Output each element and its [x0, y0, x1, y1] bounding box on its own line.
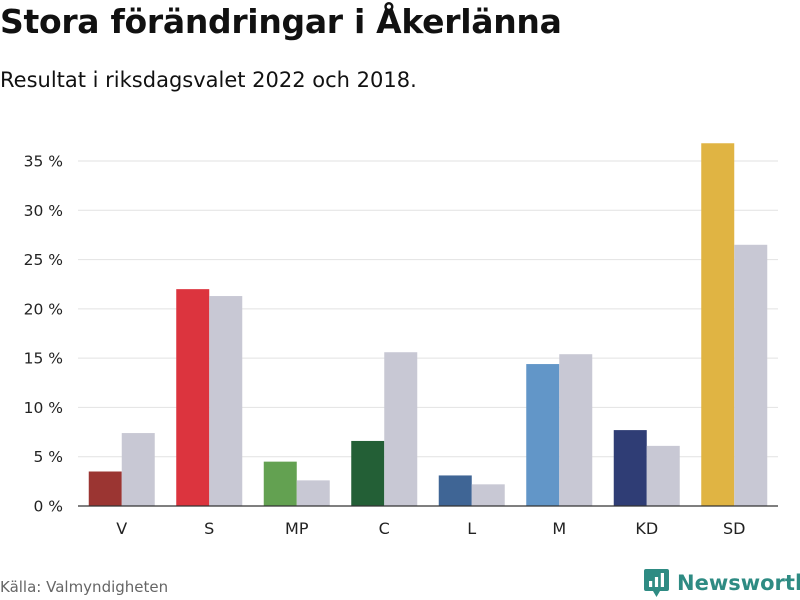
y-tick-label: 0 %	[33, 498, 63, 516]
bar-2018-mp	[296, 480, 330, 506]
bar-2022-sd	[701, 143, 735, 506]
x-tick-label: SD	[723, 519, 745, 538]
chart-subtitle: Resultat i riksdagsvalet 2022 och 2018.	[0, 68, 417, 92]
y-tick-label: 35 %	[24, 153, 63, 171]
bar-2018-v	[121, 433, 155, 506]
bar-2022-l	[438, 475, 472, 506]
x-tick-label: C	[379, 519, 390, 538]
x-tick-label: MP	[285, 519, 309, 538]
source-note: Källa: Valmyndigheten	[0, 578, 169, 596]
bar-2022-kd	[613, 430, 647, 506]
chart-title: Stora förändringar i Åkerlänna	[0, 2, 562, 41]
bar-2022-mp	[263, 461, 297, 506]
bar-2022-v	[88, 471, 122, 506]
y-tick-label: 5 %	[33, 448, 63, 466]
y-tick-label: 15 %	[24, 350, 63, 368]
bar-2018-l	[471, 484, 505, 506]
x-tick-label: M	[552, 519, 566, 538]
bar-2018-kd	[646, 445, 680, 506]
bar-2022-m	[526, 364, 560, 506]
y-tick-label: 10 %	[24, 399, 63, 417]
y-tick-label: 30 %	[24, 202, 63, 220]
bar-2018-s	[209, 296, 243, 506]
x-tick-label: V	[116, 519, 127, 538]
brand-logo[interactable]: Newsworthy	[643, 568, 800, 598]
bar-2022-s	[176, 289, 210, 506]
bar-2018-c	[384, 352, 418, 506]
brand-name: Newsworthy	[677, 571, 800, 595]
y-tick-label: 20 %	[24, 300, 63, 318]
x-tick-label: L	[467, 519, 476, 538]
x-tick-label: S	[204, 519, 214, 538]
y-tick-label: 25 %	[24, 251, 63, 269]
bar-chart-badge-icon	[644, 569, 669, 597]
x-tick-label: KD	[635, 519, 658, 538]
bar-2022-c	[351, 440, 385, 506]
bar-2018-m	[559, 354, 593, 506]
bar-2018-sd	[734, 244, 768, 507]
bar-chart: 0 % 5 % 10 % 15 % 20 % 25 % 30 % 35 % V S MP C L M KD S…	[24, 143, 778, 538]
